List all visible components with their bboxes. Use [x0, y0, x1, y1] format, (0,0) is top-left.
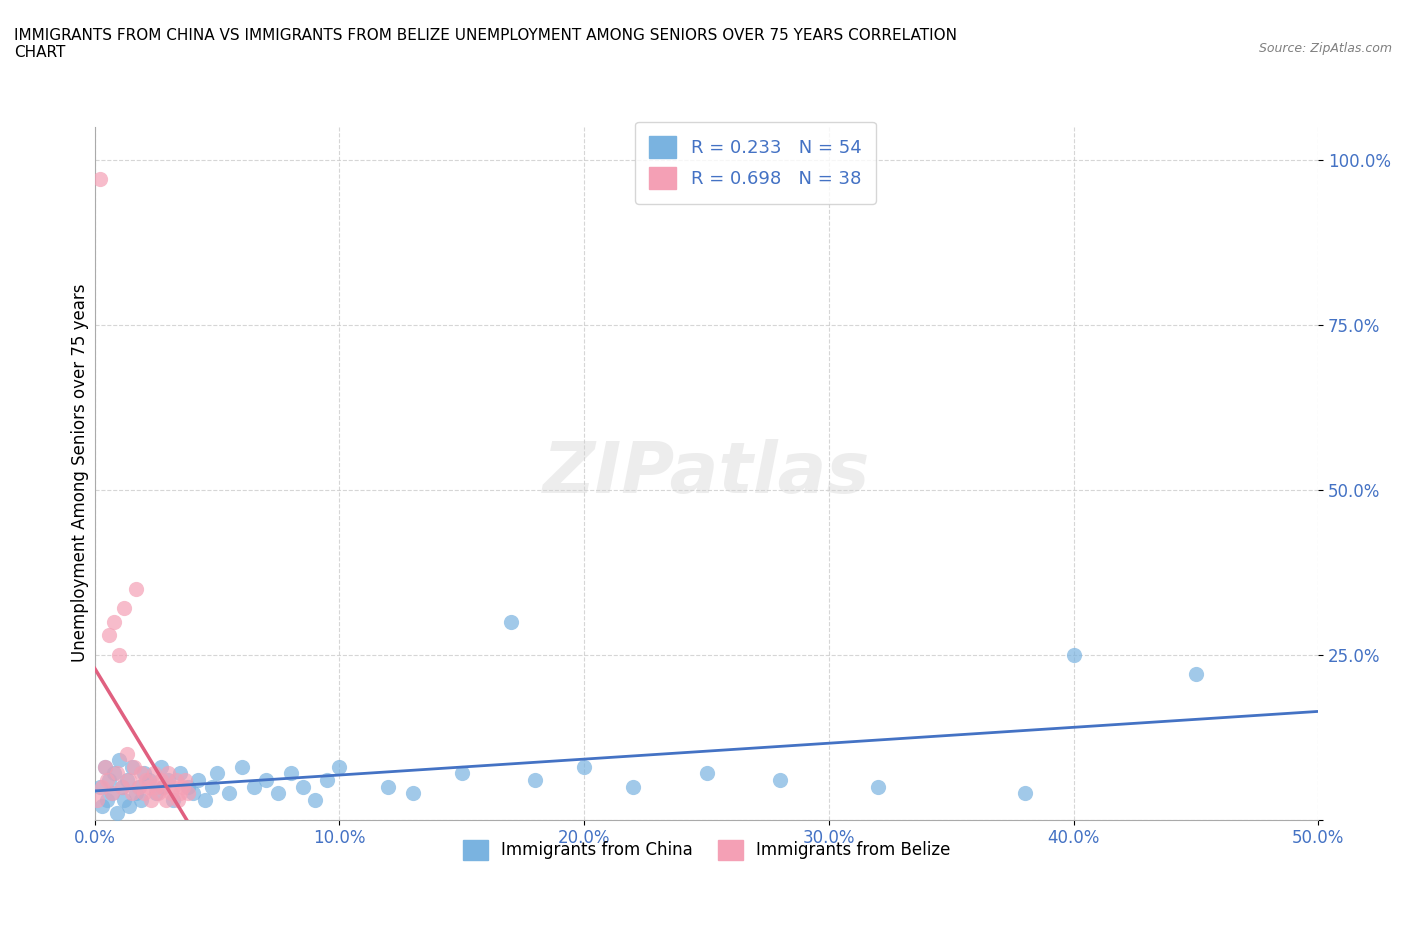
Point [187, 773, 209, 788]
Point [118, 799, 141, 814]
Point [135, 773, 157, 788]
Point [86, 792, 108, 807]
Text: ZIPatlas: ZIPatlas [543, 439, 870, 508]
Point [96, 773, 118, 788]
Point [132, 766, 155, 781]
Point [769, 773, 792, 788]
Point [201, 779, 224, 794]
Point [174, 773, 197, 788]
Point [96, 792, 118, 807]
Point [165, 773, 187, 788]
Point [91, 799, 114, 814]
Point [524, 773, 547, 788]
Point [105, 805, 128, 820]
Point [696, 766, 718, 781]
Point [148, 786, 170, 801]
Point [101, 786, 124, 801]
Point [145, 779, 167, 794]
Point [139, 792, 162, 807]
Point [254, 773, 277, 788]
Point [304, 792, 326, 807]
Point [181, 786, 204, 801]
Text: IMMIGRANTS FROM CHINA VS IMMIGRANTS FROM BELIZE UNEMPLOYMENT AMONG SENIORS OVER : IMMIGRANTS FROM CHINA VS IMMIGRANTS FROM… [14, 28, 957, 60]
Point [112, 792, 135, 807]
Point [194, 792, 217, 807]
Point [91, 779, 114, 794]
Point [112, 601, 135, 616]
Point [132, 786, 155, 801]
Point [128, 779, 150, 794]
Point [111, 779, 134, 794]
Point [866, 779, 889, 794]
Point [157, 773, 180, 788]
Point [621, 779, 644, 794]
Point [129, 792, 152, 807]
Point [267, 786, 290, 801]
Point [89, 172, 111, 187]
Point [177, 779, 200, 794]
Point [121, 759, 143, 774]
Point [149, 773, 172, 788]
Point [125, 581, 148, 596]
Point [1185, 667, 1208, 682]
Point [98, 773, 121, 788]
Point [121, 786, 143, 801]
Point [89, 779, 111, 794]
Point [105, 766, 128, 781]
Point [149, 759, 172, 774]
Point [111, 779, 134, 794]
Point [402, 786, 425, 801]
Point [155, 792, 177, 807]
Point [499, 614, 522, 629]
Point [218, 786, 240, 801]
Point [115, 773, 138, 788]
Point [103, 614, 125, 629]
Point [231, 759, 253, 774]
Point [118, 773, 141, 788]
Point [169, 786, 191, 801]
Point [142, 766, 165, 781]
Point [450, 766, 472, 781]
Text: Source: ZipAtlas.com: Source: ZipAtlas.com [1258, 42, 1392, 55]
Point [177, 786, 200, 801]
Point [205, 766, 228, 781]
Point [108, 752, 131, 767]
Point [572, 759, 595, 774]
Point [280, 766, 302, 781]
Point [108, 647, 131, 662]
Point [167, 792, 190, 807]
Point [98, 628, 121, 643]
Point [328, 759, 350, 774]
Point [138, 773, 160, 788]
Point [152, 779, 174, 794]
Point [129, 766, 152, 781]
Point [138, 779, 160, 794]
Point [145, 786, 167, 801]
Point [128, 779, 150, 794]
Point [172, 779, 194, 794]
Point [159, 786, 181, 801]
Point [1014, 786, 1036, 801]
Point [162, 779, 184, 794]
Y-axis label: Unemployment Among Seniors over 75 years: Unemployment Among Seniors over 75 years [72, 284, 89, 662]
Point [122, 759, 145, 774]
Point [157, 766, 180, 781]
Point [93, 759, 115, 774]
Point [291, 779, 314, 794]
Point [162, 792, 184, 807]
Point [1063, 647, 1085, 662]
Point [316, 773, 339, 788]
Legend: Immigrants from China, Immigrants from Belize: Immigrants from China, Immigrants from B… [456, 833, 957, 867]
Point [377, 779, 399, 794]
Point [169, 766, 191, 781]
Point [125, 786, 148, 801]
Point [93, 759, 115, 774]
Point [101, 786, 124, 801]
Point [115, 746, 138, 761]
Point [243, 779, 266, 794]
Point [152, 779, 174, 794]
Point [103, 766, 125, 781]
